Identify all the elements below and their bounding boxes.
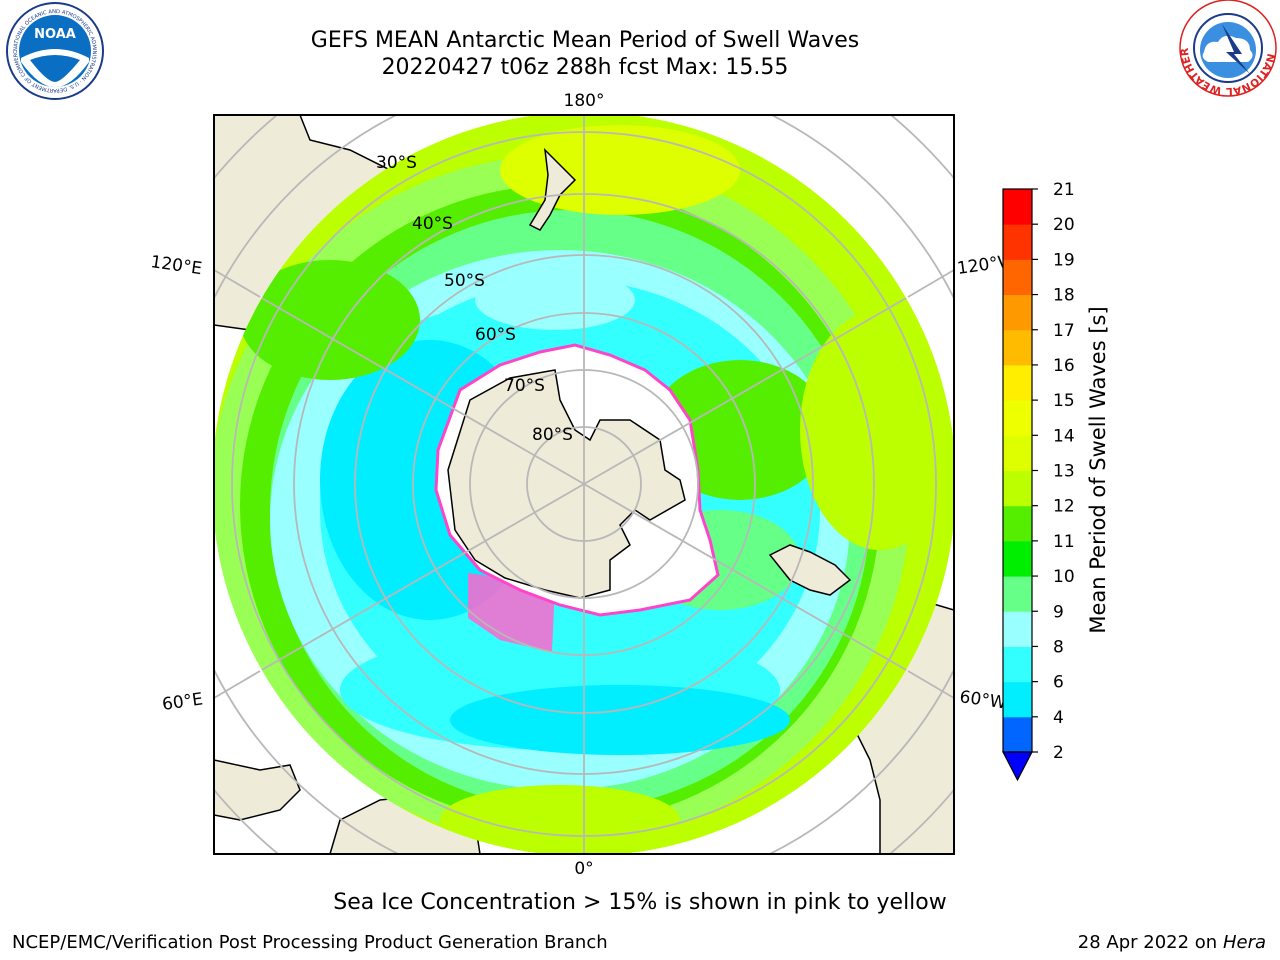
svg-text:80°S: 80°S — [532, 425, 573, 445]
svg-text:60°W: 60°W — [958, 687, 1007, 713]
colorbar-tick-label: 6 — [1053, 673, 1064, 693]
colorbar-tick-label: 21 — [1053, 180, 1075, 200]
svg-text:30°S: 30°S — [376, 153, 417, 173]
colorbar-tick-label: 16 — [1053, 356, 1075, 376]
colorbar-tick-label: 2 — [1053, 743, 1064, 763]
svg-text:0°: 0° — [574, 859, 593, 879]
colorbar-tick-label: 20 — [1053, 215, 1075, 235]
colorbar-swatch — [1003, 716, 1032, 753]
colorbar-tick-label: 8 — [1053, 637, 1064, 657]
colorbar-tick-label: 12 — [1053, 497, 1075, 517]
colorbar-swatch — [1003, 435, 1032, 471]
svg-text:40°S: 40°S — [412, 214, 453, 234]
svg-text:180°: 180° — [564, 91, 605, 111]
colorbar-swatch — [1003, 224, 1032, 260]
colorbar-swatch — [1003, 329, 1032, 366]
date-stamp: 28 Apr 2022 on Hera — [1078, 932, 1266, 953]
svg-text:60°S: 60°S — [475, 325, 516, 345]
colorbar-ticks: 2 4 6 8 9 10 11 12 13 14 15 16 17 18 19 20 21 — [1032, 180, 1075, 763]
svg-text:NOAA: NOAA — [34, 27, 76, 42]
polar-map: 30°S 40°S 50°S 60°S 70°S 80°S — [214, 115, 954, 854]
colorbar-swatches — [1003, 189, 1032, 753]
svg-text:50°S: 50°S — [444, 271, 485, 291]
colorbar-under-arrow — [1002, 751, 1033, 782]
colorbar-swatch — [1003, 470, 1032, 507]
graticule-outer — [214, 115, 954, 854]
svg-text:NATIONAL WEATHER SERVICE: NATIONAL WEATHER SERVICE — [0, 0, 1277, 97]
svg-text:120°E: 120°E — [149, 252, 203, 279]
colorbar-swatch — [1003, 259, 1032, 296]
colorbar-tick-label: 13 — [1053, 462, 1075, 482]
colorbar-tick-label: 19 — [1053, 250, 1075, 270]
colorbar-swatch — [1003, 646, 1032, 683]
colorbar-tick-label: 4 — [1053, 708, 1064, 728]
map-frame — [213, 114, 955, 855]
svg-text:70°S: 70°S — [504, 376, 545, 396]
colorbar-swatch — [1003, 364, 1032, 401]
machine-name: Hera — [1222, 932, 1266, 953]
colorbar-label: Mean Period of Swell Waves [s] — [1086, 306, 1110, 633]
colorbar-swatch — [1003, 294, 1032, 331]
colorbar-swatch — [1003, 505, 1032, 542]
colorbar-tick-label: 9 — [1053, 602, 1064, 622]
colorbar-swatch — [1003, 189, 1032, 225]
colorbar-tick-label: 10 — [1053, 567, 1075, 587]
noaa-logo: NOAA NATIONAL OCEANIC AND ATMOSPHERIC AD… — [0, 0, 104, 100]
latitude-labels: 30°S 40°S 50°S 60°S 70°S 80°S — [376, 153, 573, 445]
map-title: GEFS MEAN Antarctic Mean Period of Swell… — [310, 28, 860, 53]
colorbar-swatch — [1003, 540, 1032, 577]
colorbar: 2 4 6 8 9 10 11 12 13 14 15 16 17 18 19 20 21 Mean Perio… — [1002, 180, 1110, 782]
nws-logo: NATIONAL WEATHER SERVICE — [0, 0, 1277, 97]
colorbar-swatch — [1003, 576, 1032, 612]
land-on-disc — [528, 147, 852, 596]
colorbar-swatch — [1003, 400, 1032, 436]
svg-text:60°E: 60°E — [161, 689, 204, 714]
map-subtitle: 20220427 t06z 288h fcst Max: 15.55 — [381, 55, 789, 80]
colorbar-tick-label: 14 — [1053, 426, 1075, 446]
colorbar-tick-label: 15 — [1053, 391, 1075, 411]
sea-ice-note: Sea Ice Concentration > 15% is shown in … — [333, 890, 947, 915]
graticule — [214, 115, 954, 854]
credit-text: NCEP/EMC/Verification Post Processing Pr… — [12, 932, 608, 953]
colorbar-swatch — [1003, 681, 1032, 718]
date-text: 28 Apr 2022 on — [1077, 932, 1218, 953]
colorbar-tick-label: 17 — [1053, 321, 1075, 341]
colorbar-tick-label: 18 — [1053, 286, 1075, 306]
colorbar-swatch — [1003, 611, 1032, 647]
colorbar-tick-label: 11 — [1053, 532, 1075, 552]
